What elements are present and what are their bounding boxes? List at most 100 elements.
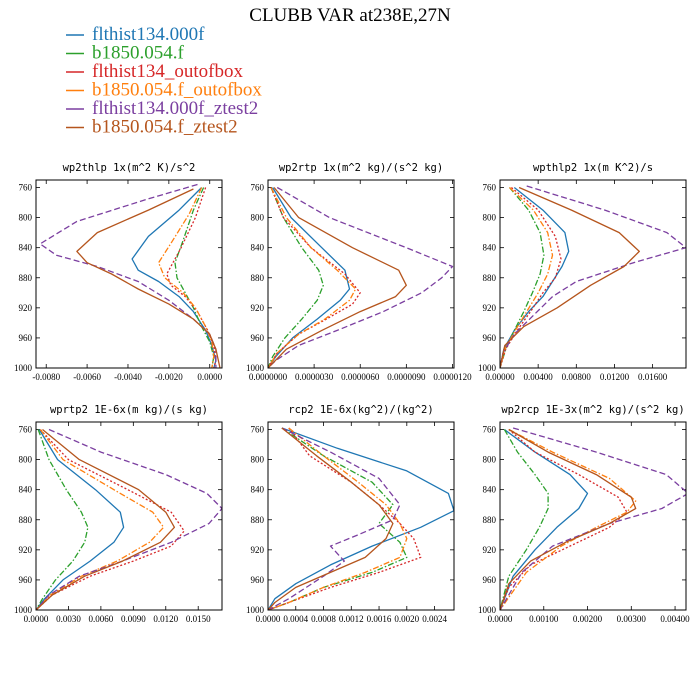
series-line-2 <box>174 187 215 368</box>
y-tick-label: 800 <box>483 213 497 223</box>
x-tick-label: 0.0150 <box>186 614 211 624</box>
y-tick-label: 880 <box>19 515 33 525</box>
x-tick-label: 0.0000000 <box>249 372 288 382</box>
y-tick-label: 840 <box>483 485 497 495</box>
series-line-1 <box>36 429 125 610</box>
series-group <box>36 428 222 610</box>
y-tick-label: 800 <box>251 213 265 223</box>
plot-frame <box>35 421 223 611</box>
series-line-6 <box>500 428 637 610</box>
x-tick-label: 0.00300 <box>617 614 647 624</box>
x-tick-label: 0.0016 <box>367 614 392 624</box>
y-tick-label: 1000 <box>246 363 265 373</box>
panel-3: wpthlp2 1x(m K^2)/s 760 800 840 880 920 960 100… <box>478 162 687 382</box>
y-tick-label: 800 <box>483 455 497 465</box>
plot-frame <box>267 179 455 369</box>
y-tick-label: 760 <box>19 425 33 435</box>
series-line-5 <box>36 428 222 610</box>
series-line-2 <box>268 187 324 368</box>
series-line-4 <box>500 428 637 610</box>
panel-title: wp2rtp 1x(m^2 kg)/(s^2 kg) <box>279 162 443 174</box>
y-tick-label: 880 <box>19 273 33 283</box>
series-line-1 <box>500 186 570 368</box>
series-line-3 <box>268 187 361 368</box>
x-tick-label: 0.0012 <box>339 614 364 624</box>
series-line-3 <box>268 427 422 610</box>
series-line-2 <box>36 429 89 610</box>
x-tick-label: 0.00800 <box>562 372 592 382</box>
x-tick-label: 0.0000 <box>197 372 222 382</box>
y-tick-label: 840 <box>251 485 265 495</box>
y-tick-label: 800 <box>19 455 33 465</box>
legend-label: flthist134.000f_ztest2 <box>92 98 258 119</box>
y-tick-label: 760 <box>19 183 33 193</box>
x-tick-label: -0.0080 <box>32 372 60 382</box>
panel-title: rcp2 1E-6x(kg^2)/(kg^2) <box>288 404 433 416</box>
legend-label: flthist134.000f <box>92 24 205 45</box>
y-tick-label: 920 <box>251 545 265 555</box>
y-tick-label: 840 <box>19 485 33 495</box>
y-tick-label: 1000 <box>14 605 33 615</box>
x-tick-label: 0.01200 <box>600 372 630 382</box>
panel-title: wp2thlp 1x(m^2 K)/s^2 <box>63 162 196 174</box>
x-tick-label: -0.0060 <box>73 372 101 382</box>
x-tick-label: 0.0000 <box>24 614 49 624</box>
panel-4: wprtp2 1E-6x(m kg)/(s kg) 760 800 840 880 920… <box>14 404 223 624</box>
plot-frame <box>35 179 223 369</box>
y-tick-label: 920 <box>251 303 265 313</box>
series-group <box>268 186 454 368</box>
panel-6: wp2rcp 1E-3x(m^2 kg)/(s^2 kg) 760 800 840 88… <box>478 404 690 624</box>
panel-2: wp2rtp 1x(m^2 kg)/(s^2 kg) 760 800 840 880 92… <box>246 162 472 382</box>
x-tick-label: 0.0000030 <box>295 372 334 382</box>
series-line-1 <box>500 428 589 610</box>
y-tick-label: 960 <box>251 333 265 343</box>
y-tick-label: 760 <box>483 425 497 435</box>
x-tick-label: 0.01600 <box>638 372 668 382</box>
y-tick-label: 920 <box>19 545 33 555</box>
y-tick-label: 1000 <box>478 605 497 615</box>
legend-label: flthist134_outofbox <box>92 61 243 82</box>
y-tick-label: 760 <box>251 183 265 193</box>
plot-frame <box>499 179 687 369</box>
x-tick-label: 0.0000120 <box>433 372 472 382</box>
x-tick-label: 0.0020 <box>394 614 419 624</box>
y-tick-label: 960 <box>251 575 265 585</box>
x-tick-label: 0.0004 <box>283 614 308 624</box>
y-tick-label: 760 <box>483 183 497 193</box>
x-tick-label: 0.00000 <box>485 372 515 382</box>
x-tick-label: 0.0000 <box>488 614 513 624</box>
y-tick-label: 880 <box>251 515 265 525</box>
plot-frame <box>267 421 455 611</box>
y-tick-label: 840 <box>251 243 265 253</box>
series-line-4 <box>157 187 215 368</box>
panel-title: wpthlp2 1x(m K^2)/s <box>533 162 653 174</box>
series-line-3 <box>36 429 185 610</box>
series-line-5 <box>500 427 686 610</box>
x-tick-label: -0.0020 <box>155 372 183 382</box>
y-tick-label: 1000 <box>246 605 265 615</box>
y-tick-label: 920 <box>483 303 497 313</box>
y-tick-label: 760 <box>251 425 265 435</box>
series-line-2 <box>500 429 549 610</box>
series-line-2 <box>500 187 545 368</box>
y-tick-label: 840 <box>19 243 33 253</box>
series-group <box>39 183 221 368</box>
series-line-4 <box>268 187 357 368</box>
x-tick-label: 0.00400 <box>524 372 554 382</box>
x-tick-label: 0.0090 <box>121 614 146 624</box>
series-line-6 <box>268 427 394 610</box>
x-tick-label: 0.00400 <box>660 614 690 624</box>
y-tick-label: 920 <box>483 545 497 555</box>
y-tick-label: 880 <box>251 273 265 283</box>
x-tick-label: 0.0060 <box>89 614 114 624</box>
panel-5: rcp2 1E-6x(kg^2)/(kg^2) 760 800 840 880 920 96… <box>246 404 455 624</box>
series-line-1 <box>131 187 217 368</box>
panel-1: wp2thlp 1x(m^2 K)/s^2 760 800 840 880 920 960 1… <box>14 162 223 382</box>
series-line-6 <box>76 188 221 368</box>
x-tick-label: -0.0040 <box>114 372 142 382</box>
y-tick-label: 1000 <box>14 363 33 373</box>
x-tick-label: 0.0024 <box>422 614 447 624</box>
series-line-3 <box>166 187 217 368</box>
series-group <box>268 427 454 610</box>
